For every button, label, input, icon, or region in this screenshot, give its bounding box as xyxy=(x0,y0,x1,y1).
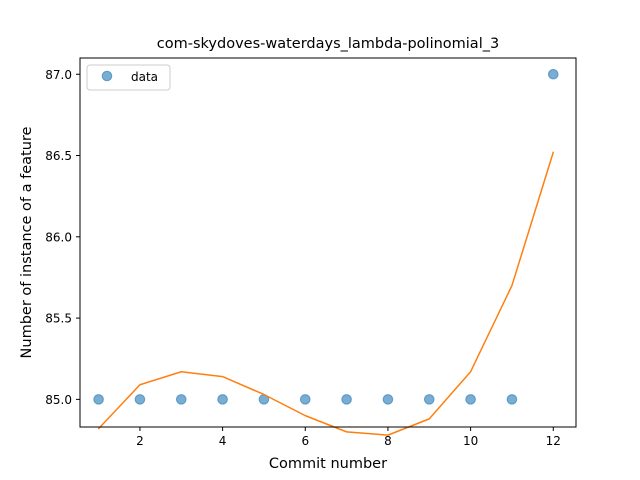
chart-title: com-skydoves-waterdays_lambda-polinomial… xyxy=(157,36,499,52)
data-point xyxy=(93,394,104,405)
y-tick-label: 85.0 xyxy=(45,393,72,407)
legend-label-data: data xyxy=(131,70,158,84)
y-tick-label: 85.5 xyxy=(45,312,72,326)
fit-line xyxy=(97,151,555,436)
x-tick-label: 6 xyxy=(301,434,309,448)
x-axis-label: Commit number xyxy=(269,456,387,472)
y-tick-label: 86.5 xyxy=(45,149,72,163)
x-tick-label: 2 xyxy=(136,434,144,448)
x-tick-label: 8 xyxy=(384,434,392,448)
data-point xyxy=(382,394,394,405)
x-axis-ticks: 2 4 6 8 10 12 xyxy=(136,427,561,448)
x-tick-label: 10 xyxy=(463,434,478,448)
data-point xyxy=(465,394,476,405)
data-point xyxy=(175,394,187,405)
data-point xyxy=(217,394,228,405)
plot-area xyxy=(93,68,559,436)
x-tick-label: 4 xyxy=(219,434,227,448)
data-point xyxy=(299,394,311,405)
data-point xyxy=(341,394,352,405)
data-point xyxy=(547,68,559,80)
axes-frame xyxy=(79,57,577,428)
y-axis-ticks: 85.0 85.5 86.0 86.5 87.0 xyxy=(45,68,80,407)
data-point xyxy=(506,394,518,405)
y-tick-label: 86.0 xyxy=(45,230,72,244)
data-point xyxy=(423,394,435,405)
data-point xyxy=(134,394,146,405)
y-tick-label: 87.0 xyxy=(45,68,72,82)
legend-marker-data xyxy=(101,70,113,82)
x-tick-label: 12 xyxy=(546,434,561,448)
y-axis-label: Number of instance of a feature xyxy=(19,126,35,358)
legend: data xyxy=(86,64,171,91)
